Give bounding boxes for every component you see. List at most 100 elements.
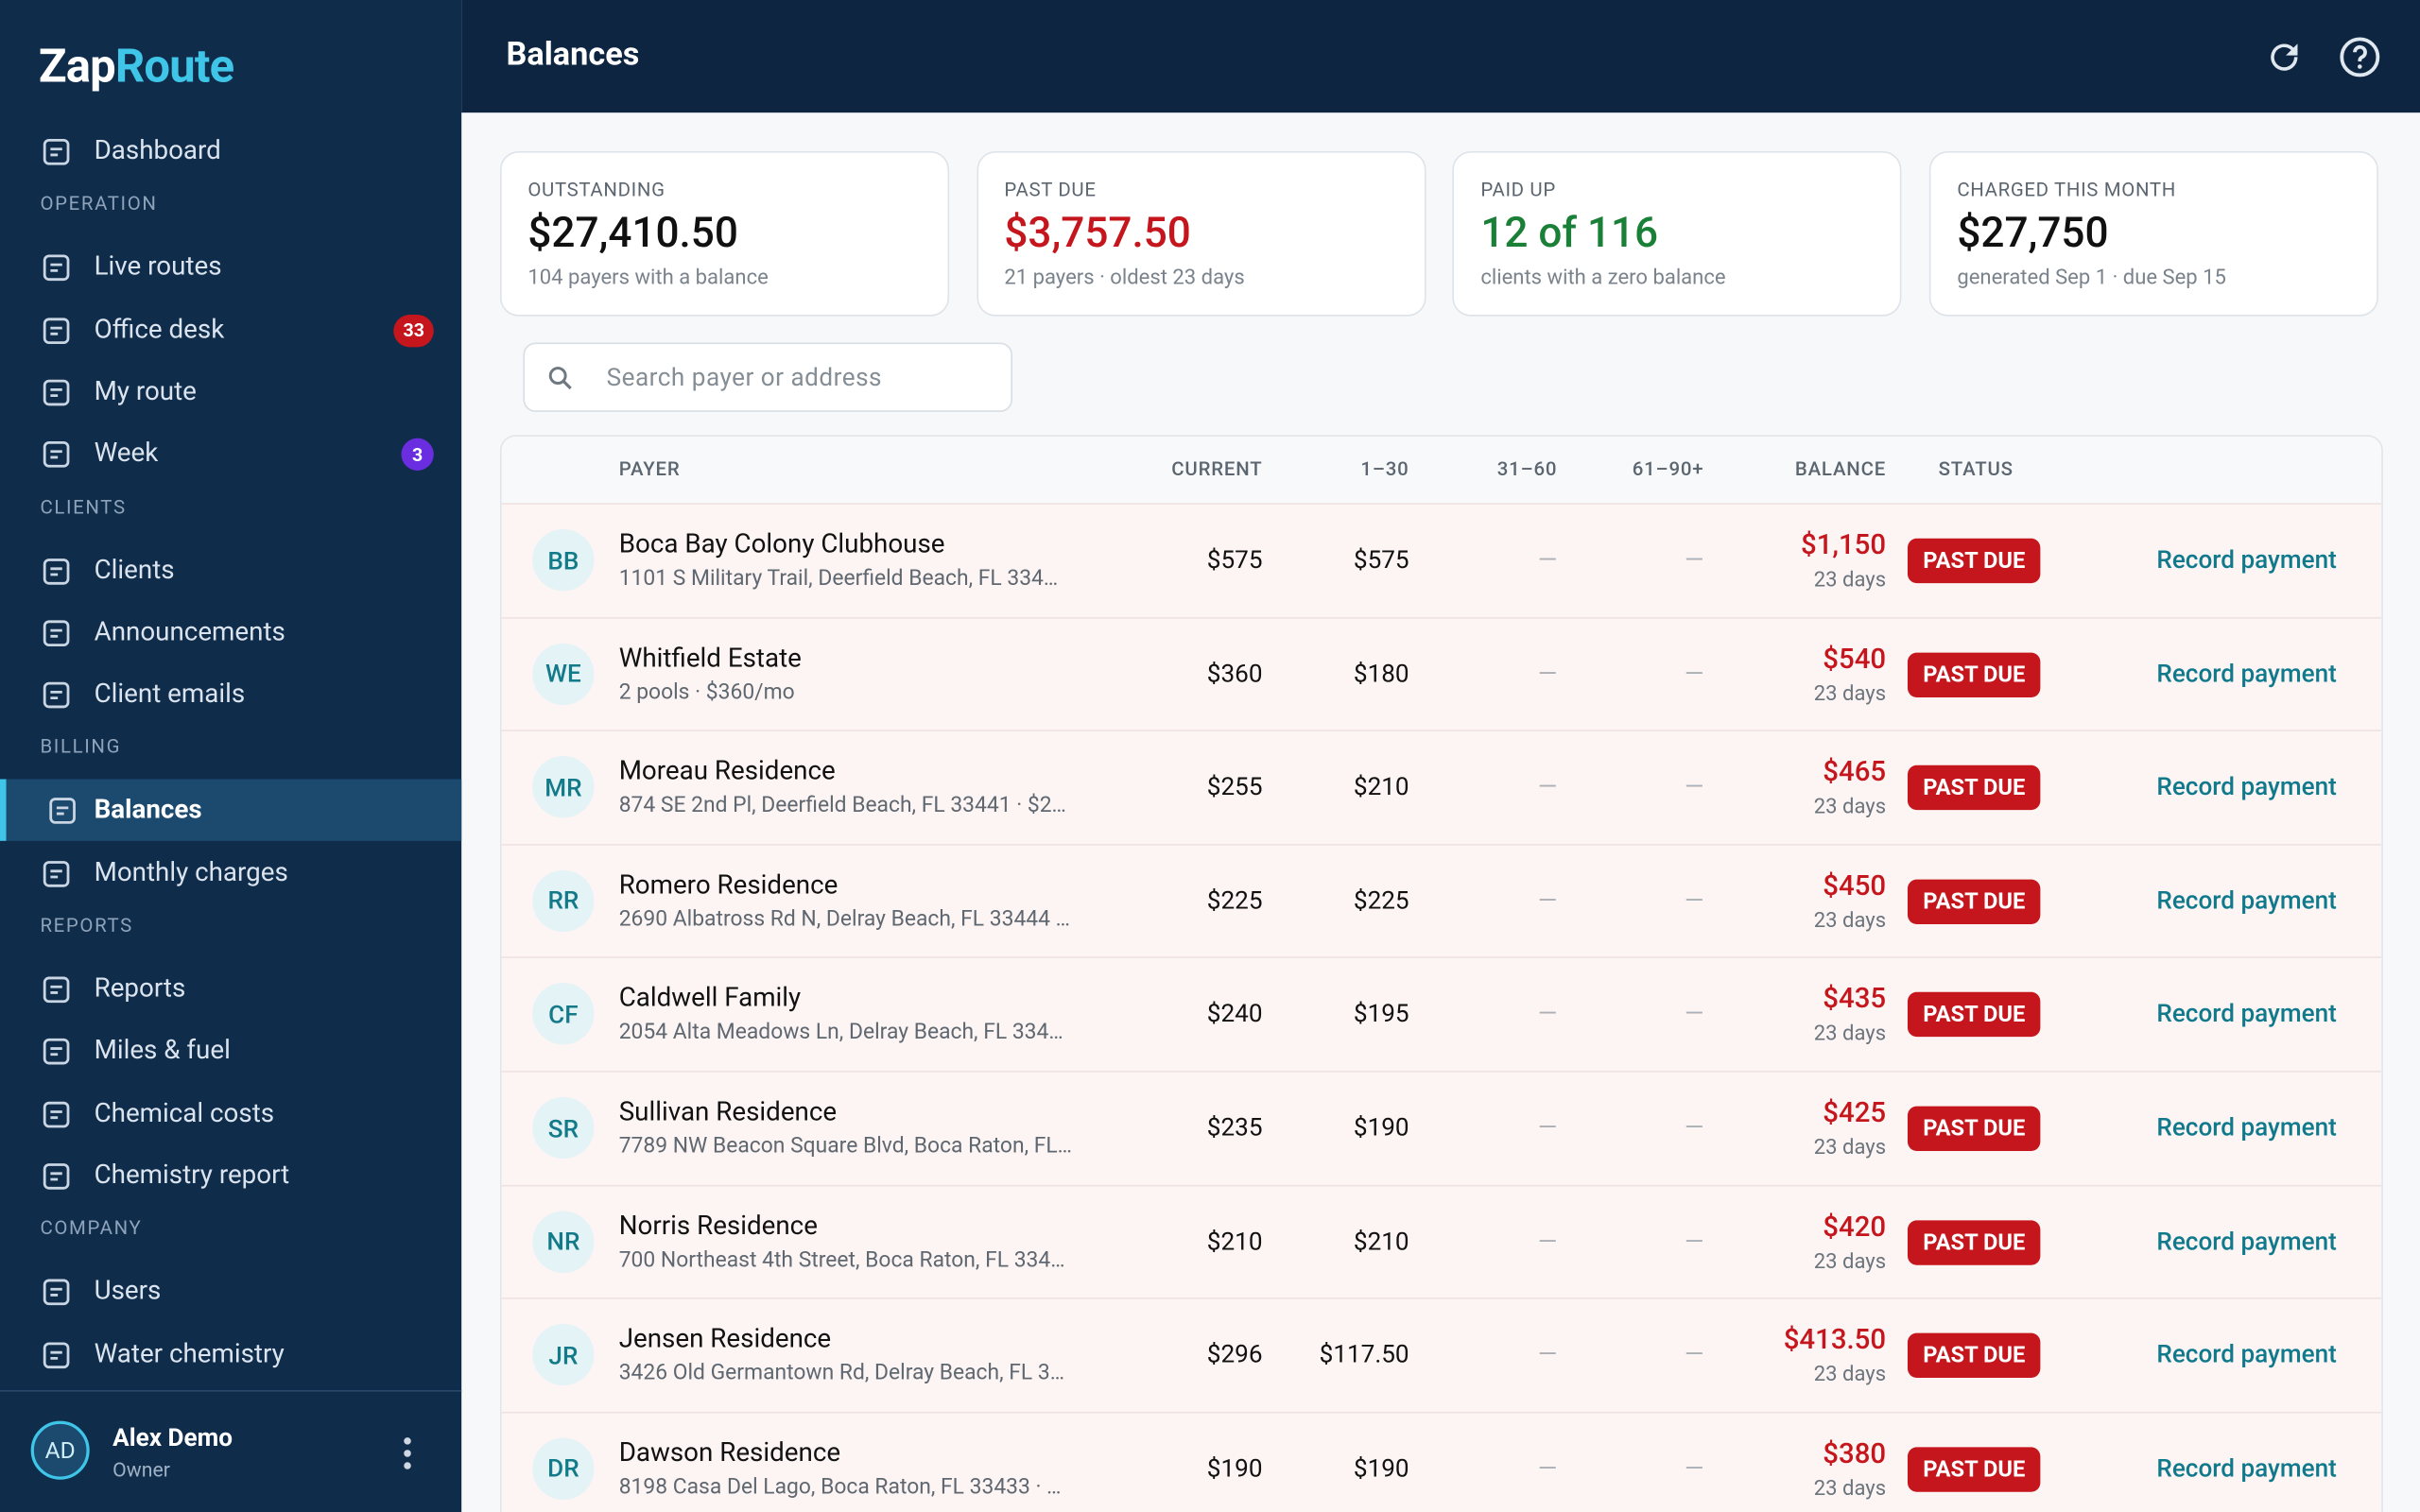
nav-item[interactable]: Clients (0, 540, 461, 601)
nav-item[interactable]: Miles & fuel (0, 1021, 461, 1082)
search-icon (548, 367, 572, 390)
amount-d60: — (1537, 658, 1558, 688)
nav-label: Miles & fuel (94, 1035, 231, 1067)
status-badge: PAST DUE (1907, 651, 2041, 697)
nav-item[interactable]: Office desk 33 (0, 299, 461, 360)
nav-icon (43, 681, 70, 709)
nav-item[interactable]: Chemistry report (0, 1144, 461, 1206)
header: Balances (461, 0, 2420, 113)
amount-d60: — (1537, 885, 1558, 915)
table-row[interactable]: NR Norris Residence 700 Northeast 4th Stre… (501, 1184, 2382, 1299)
nav-item[interactable]: Chemical costs (0, 1082, 461, 1143)
record-payment-link[interactable]: Record payment (2156, 998, 2337, 1028)
nav-icon (43, 1279, 70, 1306)
nav-item[interactable]: Dashboard (0, 120, 461, 181)
nav-icon (43, 1341, 70, 1368)
nav-icon (43, 1101, 70, 1127)
record-payment-link[interactable]: Record payment (2156, 771, 2337, 801)
status-badge: PAST DUE (1907, 538, 2041, 584)
record-payment-link[interactable]: Record payment (2156, 885, 2337, 915)
user-menu[interactable] (398, 1435, 417, 1471)
amount-current: $190 (1206, 1452, 1263, 1483)
sidebar: ZapRoute AD Alex Demo Owner Dashboard OPE… (0, 0, 462, 1512)
help-button[interactable] (2338, 36, 2381, 79)
card-note: 104 payers with a balance (527, 265, 769, 290)
amount-current: $360 (1206, 658, 1263, 688)
record-payment-link[interactable]: Record payment (2156, 1112, 2337, 1143)
nav-icon (43, 139, 70, 165)
payer-detail: 8198 Casa Del Lago, Boca Raton, FL 33433… (618, 1474, 1062, 1500)
payer-detail: 874 SE 2nd Pl, Deerfield Beach, FL 33441… (618, 793, 1066, 818)
nav-label: Balances (94, 795, 202, 827)
payer-avatar: JR (532, 1324, 595, 1386)
summary-card: OUTSTANDING $27,410.50 104 payers with a b… (499, 150, 950, 317)
nav-item[interactable]: Live routes (0, 236, 461, 298)
card-value: $27,750 (1957, 208, 2109, 258)
nav-item[interactable]: My route (0, 361, 461, 422)
amount-d60: — (1537, 1112, 1558, 1143)
table-row[interactable]: RR Romero Residence 2690 Albatross Rd N, D… (501, 843, 2382, 958)
nav-section-title: OPERATION (40, 193, 158, 217)
amount-d30: $180 (1353, 658, 1409, 688)
record-payment-link[interactable]: Record payment (2156, 1226, 2337, 1256)
nav-item[interactable]: Water chemistry (0, 1323, 461, 1384)
table-row[interactable]: MR Moreau Residence 874 SE 2nd Pl, Deerfie… (501, 730, 2382, 845)
nav-item[interactable]: Client emails (0, 663, 461, 725)
brand: ZapRoute (39, 40, 234, 94)
nav-label: Office desk (94, 314, 225, 346)
days-overdue: 23 days (1813, 1362, 1887, 1388)
amount-current: $255 (1206, 771, 1263, 801)
card-label: OUTSTANDING (527, 179, 666, 202)
payer-detail: 2054 Alta Meadows Ln, Delray Beach, FL 3… (618, 1020, 1063, 1045)
nav-icon (43, 441, 70, 468)
amount-d90: — (1685, 998, 1704, 1028)
payer-detail: 2690 Albatross Rd N, Delray Beach, FL 33… (618, 906, 1070, 932)
nav-icon (43, 1162, 70, 1190)
payer-name: Caldwell Family (618, 983, 802, 1015)
amount-d30: $117.50 (1319, 1339, 1409, 1369)
record-payment-link[interactable]: Record payment (2156, 544, 2337, 575)
nav-label: Announcements (94, 616, 285, 648)
table-row[interactable]: WE Whitfield Estate 2 pools · $360/mo $360 $… (501, 616, 2382, 731)
table-row[interactable]: SR Sullivan Residence 7789 NW Beacon Squar… (501, 1071, 2382, 1185)
table-row[interactable]: JR Jensen Residence 3426 Old Germantown Rd… (501, 1297, 2382, 1413)
column-header: PAYER (618, 457, 681, 482)
nav-item[interactable]: Balances (0, 780, 462, 842)
days-overdue: 23 days (1813, 1248, 1887, 1274)
nav-item[interactable]: Announcements (0, 601, 461, 662)
record-payment-link[interactable]: Record payment (2156, 658, 2337, 688)
table-row[interactable]: DR Dawson Residence 8198 Casa Del Lago, Bo… (501, 1411, 2382, 1512)
nav-icon (43, 620, 70, 646)
nav-label: Chemical costs (94, 1097, 275, 1129)
record-payment-link[interactable]: Record payment (2156, 1339, 2337, 1369)
payer-name: Romero Residence (618, 869, 838, 902)
table-row[interactable]: BB Boca Bay Colony Clubhouse 1101 S Milita… (501, 503, 2382, 618)
nav-label: Users (94, 1276, 162, 1308)
summary-card: PAST DUE $3,757.50 21 payers · oldest 23 d… (976, 150, 1426, 317)
summary-card: PAID UP 12 of 116 clients with a zero bala… (1452, 150, 1903, 317)
search-box[interactable]: Search payer or address (523, 342, 1013, 412)
payer-avatar: MR (532, 756, 595, 818)
nav-item[interactable]: Monthly charges (0, 842, 461, 903)
nav-item[interactable]: Users (0, 1261, 461, 1322)
user-role: Owner (112, 1459, 170, 1483)
nav-item[interactable]: Week 3 (0, 423, 461, 485)
amount-d30: $225 (1353, 885, 1409, 915)
nav-label: Client emails (94, 679, 246, 711)
amount-d60: — (1537, 998, 1558, 1028)
nav-label: Clients (94, 554, 175, 586)
refresh-button[interactable] (2264, 37, 2304, 77)
payer-name: Moreau Residence (618, 756, 836, 787)
table-row[interactable]: CF Caldwell Family 2054 Alta Meadows Ln, D… (501, 956, 2382, 1072)
card-label: PAST DUE (1004, 179, 1097, 202)
nav-item[interactable]: Reports (0, 958, 461, 1020)
balance: $1,150 (1800, 528, 1887, 562)
record-payment-link[interactable]: Record payment (2156, 1452, 2337, 1483)
payer-avatar: WE (532, 643, 595, 705)
user-panel[interactable]: AD Alex Demo Owner (0, 1390, 462, 1512)
payer-detail: 3426 Old Germantown Rd, Delray Beach, FL… (618, 1361, 1065, 1386)
balance: $380 (1823, 1437, 1887, 1470)
amount-d60: — (1537, 1226, 1558, 1256)
